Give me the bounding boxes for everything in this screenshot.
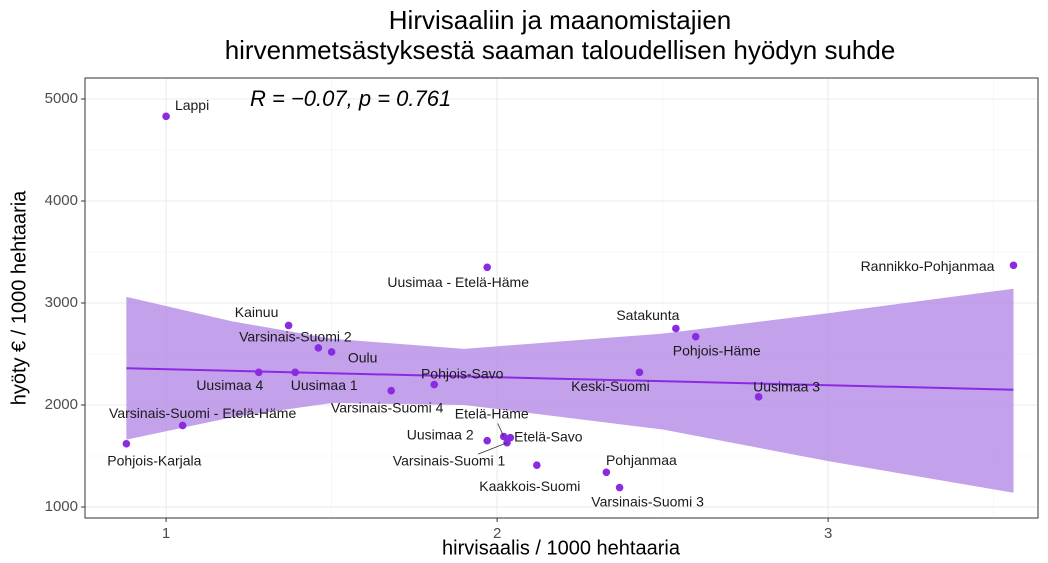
point-label: Rannikko-Pohjanmaa [861, 258, 995, 274]
annotation: R = −0.07, p = 0.761 [250, 86, 451, 111]
point-label: Varsinais-Suomi 3 [591, 493, 704, 509]
point [284, 321, 293, 330]
point [754, 393, 763, 401]
point-label: Varsinais-Suomi 2 [239, 329, 352, 345]
point [635, 368, 644, 377]
point-label: Keski-Suomi [571, 378, 650, 394]
y-tick-label: 5000 [45, 90, 78, 107]
y-tick-label: 4000 [45, 192, 78, 209]
point [672, 324, 680, 333]
point-label: Uusimaa 2 [407, 426, 474, 442]
point-label: Pohjanmaa [606, 452, 677, 468]
point-label: Etelä-Häme [455, 405, 529, 421]
point [314, 344, 323, 352]
confidence-band [126, 288, 1014, 493]
y-tick-label: 3000 [45, 294, 78, 311]
point-label: Etelä-Savo [514, 428, 583, 444]
x-axis-title: hirvisaalis / 1000 hehtaaria [442, 537, 681, 559]
point-label: Uusimaa 1 [291, 377, 358, 393]
point [483, 436, 491, 445]
point-label: Pohjois-Karjala [107, 452, 201, 468]
point [387, 386, 395, 395]
point-label: Uusimaa 4 [196, 377, 263, 393]
point [499, 432, 508, 441]
x-tick-label: 1 [162, 525, 170, 542]
point-label: Lappi [175, 97, 209, 113]
point-label: Pohjois-Häme [673, 342, 761, 358]
point [254, 368, 263, 377]
point [602, 468, 611, 477]
point [691, 332, 700, 341]
point [291, 368, 299, 377]
label-leader [497, 423, 505, 437]
point [122, 439, 131, 448]
point [483, 263, 491, 272]
point [503, 438, 511, 447]
point [533, 461, 541, 469]
point-label: Oulu [348, 350, 378, 366]
label-leader [477, 442, 508, 455]
x-tick-label: 2 [493, 525, 501, 542]
y-axis-title: hyöty € / 1000 hehtaaria [8, 190, 30, 405]
point [162, 112, 170, 121]
point-label: Varsinais-Suomi - Etelä-Häme [109, 405, 296, 421]
point-label: Pohjois-Savo [421, 365, 504, 381]
point [615, 483, 624, 492]
point [327, 348, 336, 356]
y-tick-label: 1000 [45, 498, 78, 515]
y-tick-label: 2000 [45, 396, 78, 413]
chart-title: hirvenmetsästyksestä saaman taloudellise… [225, 35, 896, 65]
point-label: Uusimaa - Etelä-Häme [387, 274, 529, 290]
panel-border [84, 77, 1039, 519]
point-label: Varsinais-Suomi 1 [393, 452, 506, 468]
point [430, 380, 439, 389]
trend-line [126, 367, 1014, 391]
point-label: Kaakkois-Suomi [479, 478, 580, 494]
point [1009, 261, 1018, 270]
point-label: Uusimaa 3 [753, 379, 820, 395]
point-label: Satakunta [616, 307, 679, 323]
point [178, 421, 187, 430]
x-tick-label: 3 [824, 525, 832, 542]
point-label: Varsinais-Suomi 4 [331, 399, 444, 415]
chart-title: Hirvisaaliin ja maanomistajien [389, 5, 731, 35]
point-label: Kainuu [235, 304, 279, 320]
